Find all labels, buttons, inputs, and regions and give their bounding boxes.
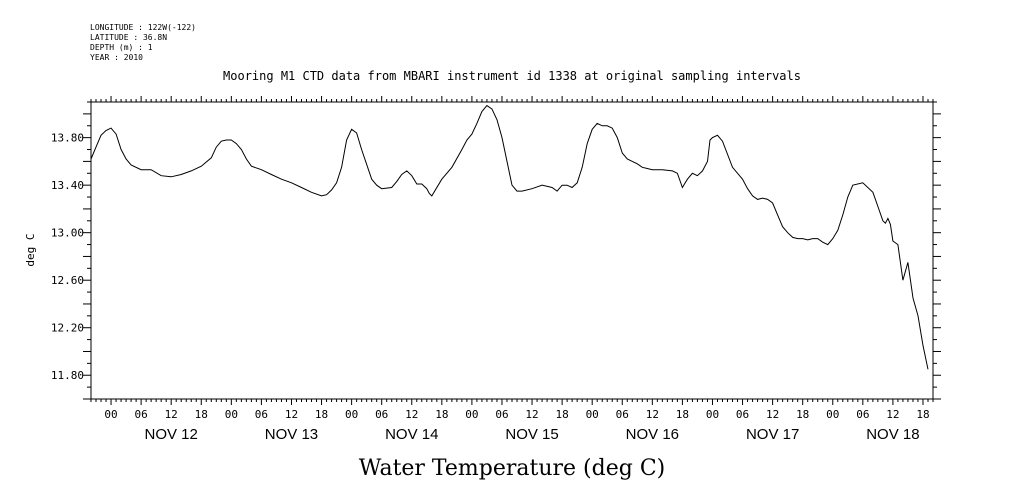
x-tick-label: 18 xyxy=(676,408,689,421)
day-label: NOV 12 xyxy=(145,426,198,443)
day-label: NOV 13 xyxy=(265,426,318,443)
depth-label: DEPTH (m) : 1 xyxy=(90,43,153,52)
y-tick-label: 12.60 xyxy=(51,274,84,287)
x-tick-label: 18 xyxy=(796,408,809,421)
x-tick-label: 12 xyxy=(405,408,418,421)
x-tick-label: 12 xyxy=(766,408,779,421)
x-tick-label: 00 xyxy=(225,408,238,421)
latitude-label: LATITUDE : 36.8N xyxy=(90,33,167,42)
x-tick-label: 06 xyxy=(616,408,629,421)
longitude-label: LONGITUDE : 122W(-122) xyxy=(90,23,196,32)
x-tick-label: 06 xyxy=(736,408,749,421)
x-tick-label: 00 xyxy=(706,408,719,421)
y-tick-label: 11.80 xyxy=(51,369,84,382)
x-tick-label: 18 xyxy=(555,408,568,421)
x-tick-label: 12 xyxy=(886,408,899,421)
x-tick-labels: 00 06 12 18 00 06 12 18 00 06 12 18 00 06 12 18 00 06 12 18… xyxy=(104,408,929,421)
x-tick-label: 06 xyxy=(255,408,268,421)
x-tick-label: 06 xyxy=(495,408,508,421)
y-tick-labels: 13.80 13.40 13.00 12.60 12.20 11.80 xyxy=(51,132,84,383)
day-label: NOV 17 xyxy=(746,426,799,443)
y-tick-label: 12.20 xyxy=(51,322,84,335)
y-tick-label: 13.40 xyxy=(51,179,84,192)
x-tick-label: 12 xyxy=(285,408,298,421)
temperature-series-line xyxy=(90,104,929,370)
axis-ticks xyxy=(83,96,941,405)
x-tick-label: 06 xyxy=(134,408,147,421)
x-tick-label: 00 xyxy=(104,408,117,421)
chart-title: Mooring M1 CTD data from MBARI instrumen… xyxy=(223,69,801,83)
x-tick-label: 18 xyxy=(315,408,328,421)
x-axis-label: Water Temperature (deg C) xyxy=(359,456,666,481)
day-label: NOV 15 xyxy=(505,426,558,443)
x-tick-label: 06 xyxy=(856,408,869,421)
y-axis-label: deg C xyxy=(24,233,37,266)
x-tick-label: 12 xyxy=(525,408,538,421)
y-tick-label: 13.80 xyxy=(51,132,84,145)
x-tick-label: 00 xyxy=(345,408,358,421)
day-label: NOV 14 xyxy=(385,426,438,443)
year-label: YEAR : 2010 xyxy=(90,53,143,62)
day-label: NOV 16 xyxy=(626,426,679,443)
x-tick-label: 00 xyxy=(465,408,478,421)
x-tick-label: 18 xyxy=(195,408,208,421)
x-tick-label: 12 xyxy=(165,408,178,421)
metadata-header: LONGITUDE : 122W(-122) LATITUDE : 36.8N … xyxy=(90,23,196,62)
x-tick-label: 18 xyxy=(916,408,929,421)
x-tick-label: 12 xyxy=(646,408,659,421)
day-label: NOV 18 xyxy=(866,426,919,443)
y-tick-label: 13.00 xyxy=(51,227,84,240)
x-tick-label: 06 xyxy=(375,408,388,421)
x-tick-label: 00 xyxy=(826,408,839,421)
x-tick-label: 18 xyxy=(435,408,448,421)
day-labels: NOV 12 NOV 13 NOV 14 NOV 15 NOV 16 NOV 17 NOV … xyxy=(145,426,920,443)
x-tick-label: 00 xyxy=(586,408,599,421)
